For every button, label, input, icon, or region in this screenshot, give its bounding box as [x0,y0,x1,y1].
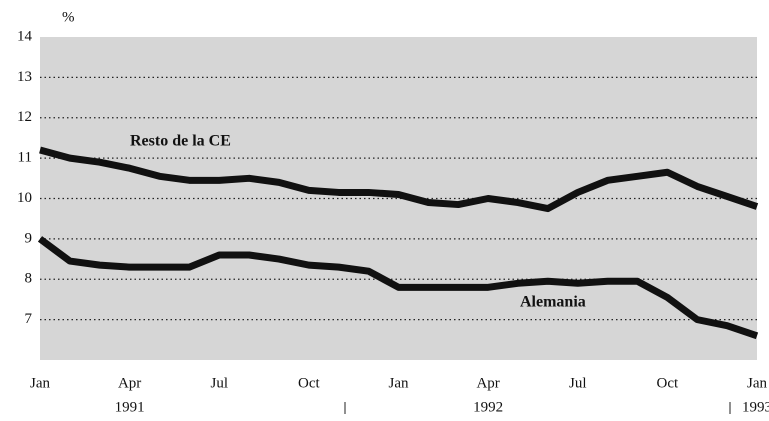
year-label: 1993 [742,399,769,415]
x-tick-label: Jan [747,375,767,391]
x-tick-label: Apr [476,375,499,391]
y-tick-label: 14 [17,28,33,44]
line [39,146,759,213]
plot-area [40,37,757,360]
y-tick-label: 7 [25,311,33,327]
series-label: Alemania [520,294,586,311]
x-tick-label: Oct [657,375,679,391]
x-tick-label: Oct [298,375,320,391]
line [37,236,759,340]
y-tick-label: 8 [25,271,33,287]
x-tick-label: Jan [389,375,409,391]
x-tick-label: Apr [118,375,141,391]
year-label: 1991 [115,399,145,415]
x-tick-label: Jul [569,375,587,391]
y-tick-label: 13 [17,69,32,85]
y-tick-label: 11 [18,150,32,166]
y-tick-label: 9 [25,230,33,246]
x-tick-label: Jan [30,375,50,391]
y-tick-label: 10 [17,190,32,206]
y-unit: % [62,9,75,25]
year-label: 1992 [473,399,503,415]
x-tick-label: Jul [210,375,228,391]
series-label: Resto de la CE [130,133,231,150]
y-tick-label: 12 [17,109,32,125]
